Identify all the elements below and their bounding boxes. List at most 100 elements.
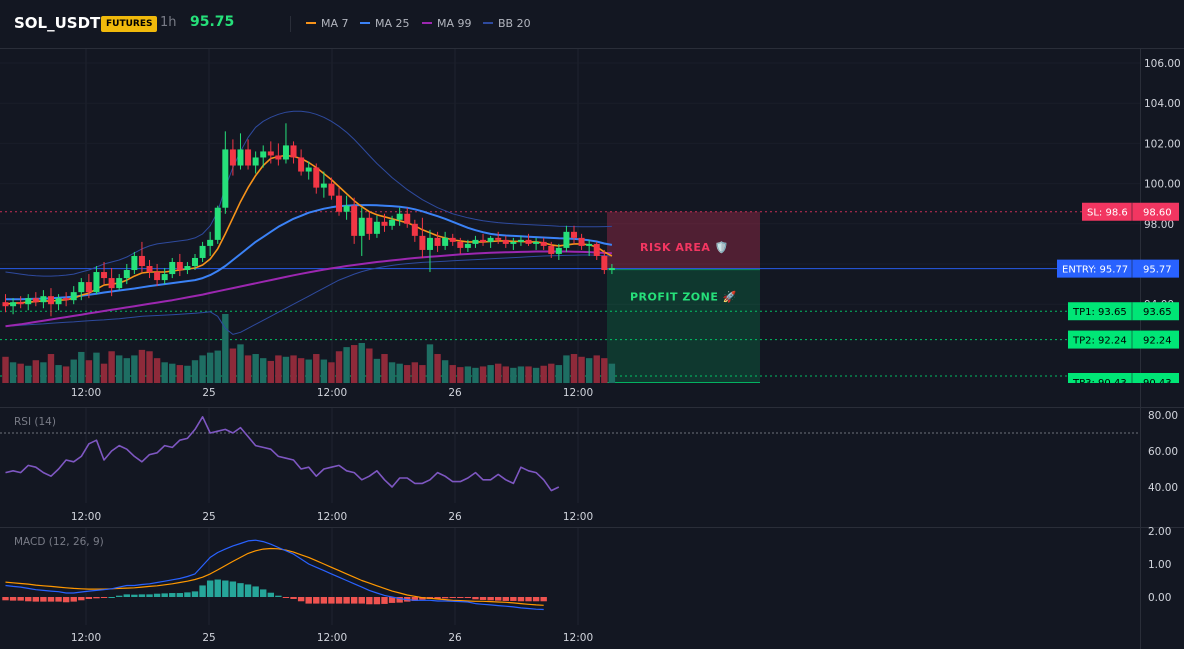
candle-body xyxy=(601,255,608,271)
profit-zone xyxy=(607,268,760,383)
macd-histogram-bar xyxy=(93,597,100,599)
macd-histogram-bar xyxy=(70,597,77,602)
level-badge-label: TP1: 93.65 xyxy=(1072,307,1127,318)
macd-histogram-bar xyxy=(297,597,305,602)
candle-body xyxy=(313,167,320,188)
candle-body xyxy=(396,213,403,220)
timeframe-label[interactable]: 1h xyxy=(160,15,177,30)
macd-histogram-bar xyxy=(237,583,244,597)
volume-bar xyxy=(138,349,146,383)
time-tick-label: 26 xyxy=(448,387,462,399)
volume-bar xyxy=(275,355,282,383)
level-badge-2: ENTRY: 95.77 95.77 xyxy=(1057,259,1179,278)
volume-bar xyxy=(381,354,388,383)
macd-histogram-bar xyxy=(252,586,259,597)
volume-bar xyxy=(9,362,17,383)
volume-bar xyxy=(540,365,547,383)
volume-bar xyxy=(176,365,184,383)
legend-ma99[interactable]: MA 99 xyxy=(422,16,472,32)
macd-histogram-bar xyxy=(78,597,85,601)
time-tick-label: 26 xyxy=(448,511,462,523)
volume-bar xyxy=(85,360,93,383)
candle-body xyxy=(533,241,540,244)
volume-bar xyxy=(199,355,206,383)
candle-body xyxy=(298,157,305,172)
candle-body xyxy=(154,272,161,281)
macd-histogram-bar xyxy=(343,597,350,604)
volume-bar xyxy=(123,358,130,383)
volume-bar xyxy=(426,344,434,383)
volume-bar xyxy=(25,365,32,383)
macd-histogram-bar xyxy=(169,593,176,597)
macd-histogram-bar xyxy=(260,589,267,597)
candle-body xyxy=(358,217,365,236)
macd-histogram-bar xyxy=(17,597,24,601)
candle-body xyxy=(472,239,479,244)
rsi-title: RSI (14) xyxy=(14,416,56,428)
level-badge-bg xyxy=(1068,373,1179,383)
price-tick-label: 104.00 xyxy=(1144,98,1181,110)
volume-bar xyxy=(502,366,509,383)
legend-ma7[interactable]: MA 7 xyxy=(306,16,349,32)
risk-area-label: RISK AREA 🛡️ xyxy=(640,241,729,254)
legend-ma99-swatch xyxy=(422,22,432,24)
volume-bar xyxy=(282,356,290,383)
macd-histogram-bar xyxy=(335,597,343,604)
time-tick-label: 12:00 xyxy=(71,511,101,523)
time-tick-label: 12:00 xyxy=(71,387,101,399)
symbol-name[interactable]: SOL_USDT xyxy=(14,14,101,32)
candle-body xyxy=(138,255,145,267)
candle-body xyxy=(464,243,471,248)
candle-body xyxy=(32,298,39,303)
volume-bar xyxy=(601,358,608,383)
candle-body xyxy=(146,266,153,273)
macd-histogram-bar xyxy=(123,594,130,597)
volume-bar xyxy=(305,359,312,383)
candle-body xyxy=(116,278,123,289)
candle-body xyxy=(305,167,312,172)
volume-bar xyxy=(297,358,305,383)
candle-body xyxy=(381,221,388,226)
volume-bar xyxy=(487,365,494,383)
level-badge-label: TP2: 92.24 xyxy=(1072,336,1127,347)
candle-body xyxy=(351,205,358,236)
candle-body xyxy=(282,145,289,160)
candle-body xyxy=(207,239,214,246)
macd-histogram-bar xyxy=(153,593,161,597)
legend-bb20[interactable]: BB 20 xyxy=(483,16,531,32)
candle-body xyxy=(47,296,54,305)
rsi-tick-label: 40.00 xyxy=(1148,482,1178,494)
volume-bar xyxy=(214,350,221,383)
volume-bar xyxy=(100,363,108,383)
candle-body xyxy=(237,149,244,166)
volume-bar xyxy=(479,366,487,383)
candle-body xyxy=(480,239,487,242)
legend-ma25[interactable]: MA 25 xyxy=(360,16,410,32)
volume-bar xyxy=(457,367,464,383)
macd-histogram-bar xyxy=(40,597,47,602)
candle-body xyxy=(63,298,70,301)
legend-ma7-label: MA 7 xyxy=(321,17,349,30)
level-badge-bg xyxy=(1068,302,1179,321)
time-tick-label: 26 xyxy=(448,632,462,644)
candle-body xyxy=(222,149,229,208)
macd-histogram-bar xyxy=(320,597,328,604)
candle-body xyxy=(373,221,380,234)
volume-bar xyxy=(343,347,350,383)
macd-histogram-bar xyxy=(138,594,146,597)
level-badge-label: SL: 98.6 xyxy=(1087,208,1128,219)
candle-body xyxy=(555,247,562,254)
chart-header: SOL_USDT FUTURES 1h 95.75 MA 7 MA 25 MA … xyxy=(0,0,1184,48)
candle-body xyxy=(17,302,24,305)
volume-bar xyxy=(593,355,600,383)
volume-bar xyxy=(350,345,358,383)
macd-histogram-bar xyxy=(313,597,320,604)
macd-histogram-bar xyxy=(229,581,237,597)
volume-bar xyxy=(206,352,214,383)
candle-body xyxy=(426,237,433,250)
candle-body xyxy=(290,145,297,158)
candle-body xyxy=(343,205,350,212)
level-badge-label: TP3: 90.43 xyxy=(1072,378,1127,389)
macd-histogram-bar xyxy=(108,597,115,598)
